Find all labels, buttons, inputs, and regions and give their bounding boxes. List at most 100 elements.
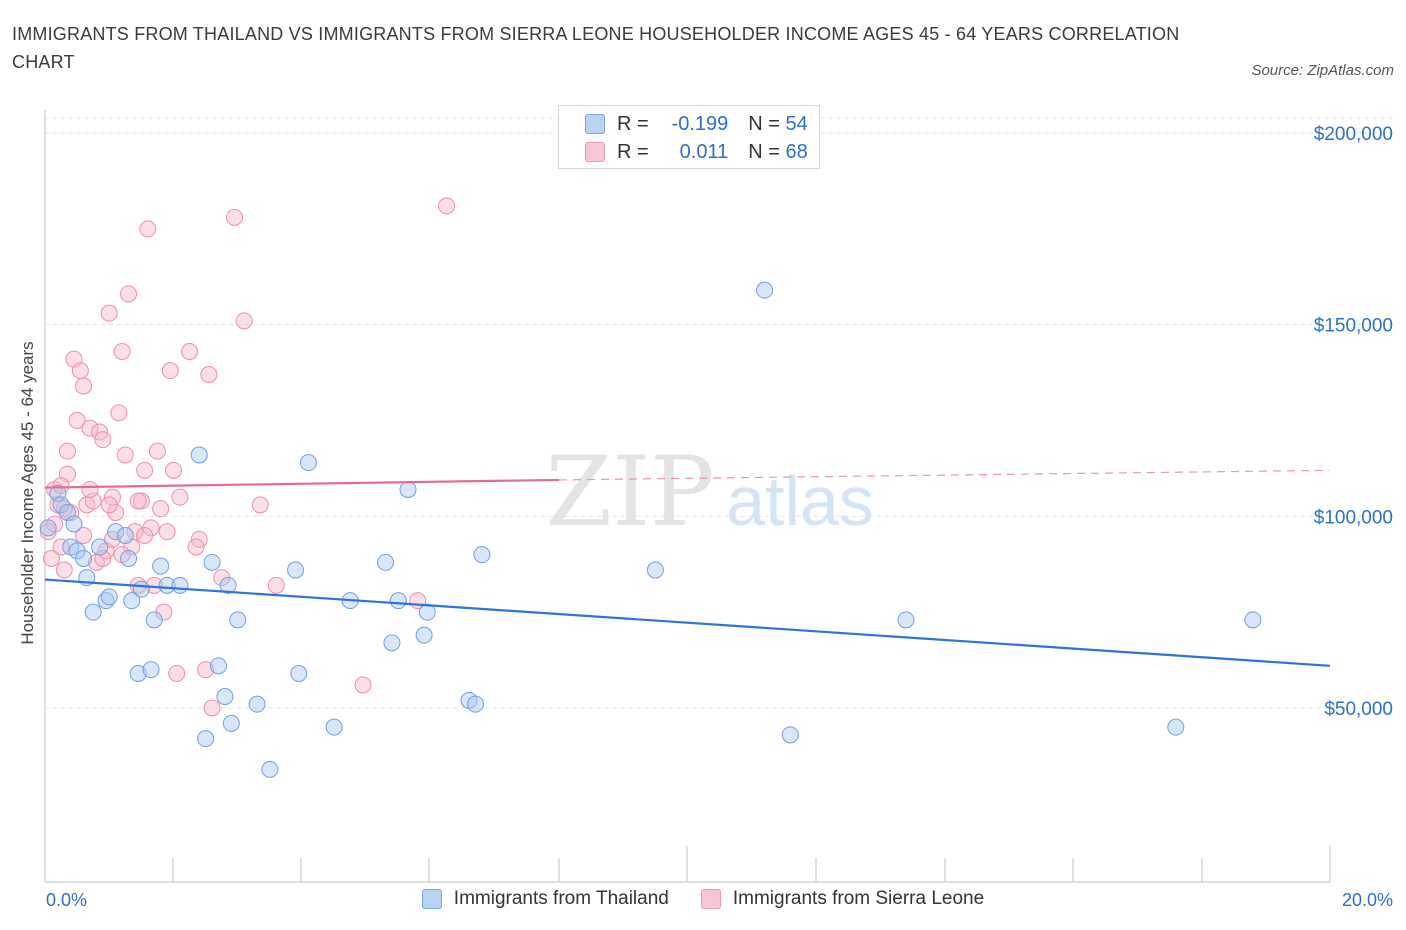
legend-row-sierra-leone: R = 0.011 N = 68	[585, 139, 808, 165]
data-point-thailand	[129, 665, 147, 682]
legend-item-sierra-leone: Immigrants from Sierra Leone	[700, 888, 985, 910]
data-point-thailand	[123, 592, 141, 610]
data-point-sierra-leone	[71, 362, 89, 380]
data-point-thailand	[190, 446, 208, 464]
trend-lines	[44, 469, 1331, 667]
data-point-sierra-leone	[75, 527, 93, 544]
data-point-thailand	[216, 688, 234, 705]
y-tick-labels: $50,000 $100,000 $150,000 $200,000	[1314, 124, 1393, 720]
data-point-sierra-leone	[136, 461, 154, 479]
data-point-thailand	[209, 657, 227, 675]
data-point-sierra-leone	[100, 496, 118, 514]
data-point-sierra-leone	[158, 523, 176, 541]
data-point-sierra-leone	[165, 461, 182, 479]
data-point-thailand	[383, 634, 401, 652]
watermark-atlas: atlas	[726, 462, 874, 540]
legend-r-label: R =	[617, 140, 649, 163]
data-point-thailand	[781, 726, 799, 744]
data-point-sierra-leone	[171, 488, 189, 506]
legend-swatch-thailand	[421, 889, 442, 909]
legend-n-value: 68	[785, 140, 808, 163]
data-point-thailand	[229, 611, 247, 629]
data-point-thailand	[399, 481, 417, 498]
series-legend: Immigrants from Thailand Immigrants from…	[0, 888, 1406, 910]
data-point-sierra-leone	[187, 538, 205, 556]
data-point-sierra-leone	[161, 362, 179, 380]
data-point-thailand	[91, 538, 109, 556]
data-point-sierra-leone	[267, 576, 285, 594]
data-point-thailand	[116, 527, 134, 544]
data-point-sierra-leone	[226, 208, 244, 226]
legend-r-label: R =	[617, 112, 649, 135]
data-point-sierra-leone	[120, 285, 138, 303]
data-point-sierra-leone	[438, 197, 456, 215]
legend-swatch-sierra-leone	[585, 142, 605, 162]
axes	[44, 110, 1331, 883]
data-point-thailand	[377, 553, 395, 571]
x-tick-label-max: 20.0%	[1341, 890, 1393, 910]
series-sierra-leone-points	[39, 197, 456, 717]
data-point-thailand	[65, 515, 83, 533]
legend-swatch-sierra-leone	[700, 889, 721, 909]
legend-label-thailand: Immigrants from Thailand	[453, 888, 669, 909]
data-point-thailand	[299, 454, 317, 472]
data-point-sierra-leone	[42, 550, 60, 567]
data-point-thailand	[152, 557, 170, 575]
data-point-thailand	[120, 550, 138, 567]
data-point-sierra-leone	[94, 431, 112, 449]
y-tick-label: $50,000	[1324, 699, 1393, 720]
legend-r-value: 0.011	[679, 140, 729, 163]
series-thailand-points	[39, 281, 1262, 778]
data-point-sierra-leone	[235, 312, 253, 330]
data-point-sierra-leone	[197, 661, 215, 679]
legend-label-sierra-leone: Immigrants from Sierra Leone	[732, 888, 985, 909]
legend-row-thailand: R = -0.199 N = 54	[585, 111, 808, 137]
data-point-sierra-leone	[168, 665, 186, 682]
data-point-thailand	[107, 523, 125, 541]
data-point-thailand	[248, 695, 266, 713]
trend-line-sierra-leone	[44, 478, 560, 489]
data-point-thailand	[84, 603, 102, 621]
legend-item-thailand: Immigrants from Thailand	[421, 888, 669, 910]
data-point-sierra-leone	[136, 527, 154, 544]
data-point-thailand	[473, 546, 491, 564]
data-point-sierra-leone	[152, 500, 170, 518]
data-point-thailand	[325, 718, 343, 736]
data-point-sierra-leone	[126, 523, 144, 541]
data-point-thailand	[158, 576, 176, 594]
data-point-thailand	[897, 611, 915, 629]
source-label: Source: ZipAtlas.com	[1251, 62, 1394, 79]
data-point-sierra-leone	[68, 412, 86, 429]
legend-r-value: -0.199	[671, 112, 729, 135]
data-point-thailand	[261, 760, 279, 778]
data-point-sierra-leone	[181, 343, 199, 360]
data-point-thailand	[466, 695, 484, 713]
data-point-thailand	[171, 576, 189, 594]
watermark: ZIP atlas	[545, 436, 874, 548]
data-point-sierra-leone	[139, 220, 157, 238]
data-point-sierra-leone	[55, 561, 73, 579]
data-point-thailand	[142, 661, 160, 679]
legend-n-value: 54	[785, 112, 808, 135]
legend-swatch-thailand	[585, 114, 605, 134]
data-point-sierra-leone	[116, 446, 134, 464]
data-point-thailand	[290, 665, 308, 682]
legend-n-label: N =	[748, 112, 780, 135]
data-point-sierra-leone	[52, 538, 70, 556]
y-tick-label: $200,000	[1314, 124, 1393, 145]
data-point-thailand	[646, 561, 664, 579]
data-point-sierra-leone	[81, 419, 99, 437]
data-point-thailand	[1244, 611, 1262, 629]
data-point-thailand	[39, 519, 57, 537]
data-point-thailand	[145, 611, 163, 629]
data-point-sierra-leone	[81, 481, 99, 498]
data-point-sierra-leone	[354, 676, 372, 694]
data-point-thailand	[132, 580, 150, 598]
stats-legend: R = -0.199 N = 54 R = 0.011 N = 68	[558, 105, 820, 169]
x-tick-label-min: 0.0%	[46, 890, 88, 910]
y-tick-label: $150,000	[1314, 316, 1393, 337]
data-point-sierra-leone	[129, 492, 147, 510]
chart-title: IMMIGRANTS FROM THAILAND VS IMMIGRANTS F…	[12, 24, 1180, 72]
watermark-zip: ZIP	[545, 436, 714, 548]
